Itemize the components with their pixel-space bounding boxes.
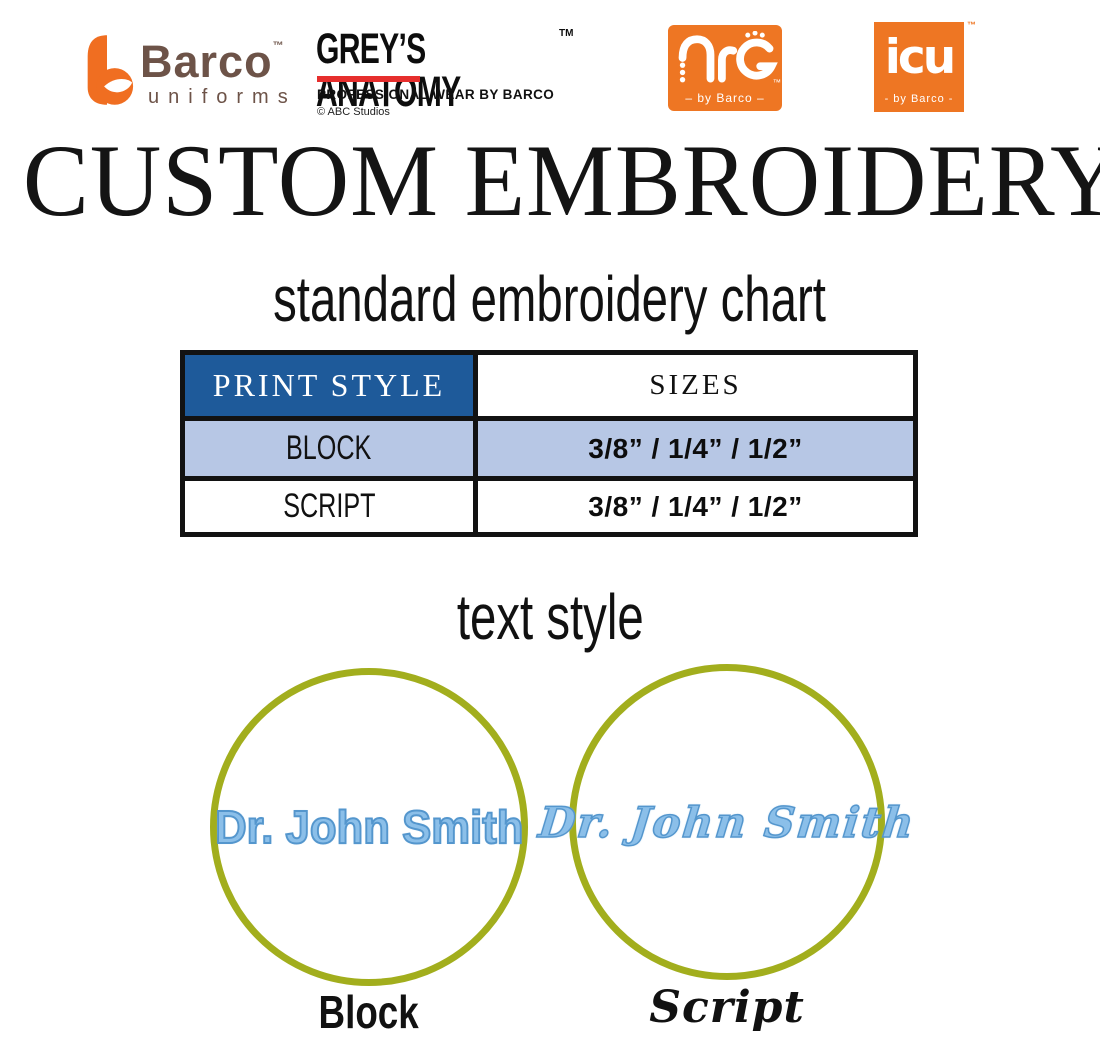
table-row-block: BLOCK 3/8” / 1/4” / 1/2” <box>180 416 918 481</box>
table-row-script: SCRIPT 3/8” / 1/4” / 1/2” <box>180 476 918 537</box>
svg-text:™: ™ <box>773 78 781 87</box>
icu-wordmark: icu <box>884 30 956 85</box>
barco-uniforms-logo: Barco™ uniforms <box>78 26 288 110</box>
barco-trademark: ™ <box>272 40 284 52</box>
table-header-row: PRINT STYLE SIZES <box>180 350 918 421</box>
abc-studios-credit: © ABC Studios <box>317 106 390 118</box>
embroidery-size-table: PRINT STYLE SIZES BLOCK 3/8” / 1/4” / 1/… <box>180 350 918 537</box>
greys-anatomy-logo: GREY’S ANATOMY TM PROFESSIONAL WEAR BY B… <box>316 28 586 120</box>
block-sizes-cell: 3/8” / 1/4” / 1/2” <box>473 416 918 481</box>
block-style-cell: BLOCK <box>180 416 478 481</box>
greys-anatomy-subtitle: PROFESSIONAL WEAR BY BARCO <box>317 87 555 102</box>
block-sample-label: Block <box>318 986 420 1038</box>
script-sample-circle: Dr. John Smith <box>536 664 918 980</box>
icu-by-barco-label: - by Barco - <box>884 93 954 105</box>
icu-by-barco-logo: icu ™ - by Barco - <box>874 20 976 112</box>
script-sample-text: Dr. John Smith <box>536 797 919 848</box>
text-style-heading: text style <box>456 581 644 653</box>
icu-trademark: ™ <box>967 20 976 30</box>
script-style-cell: SCRIPT <box>180 476 478 537</box>
greys-anatomy-trademark: TM <box>559 28 574 39</box>
barco-wordmark: Barco™ <box>140 36 284 87</box>
greys-anatomy-red-underline <box>317 76 420 82</box>
nrg-by-barco-label: – by Barco – <box>685 91 765 105</box>
block-sample-circle: Dr. John Smith <box>210 668 528 986</box>
script-sizes-cell: 3/8” / 1/4” / 1/2” <box>473 476 918 537</box>
print-style-header: PRINT STYLE <box>180 350 478 421</box>
chart-heading: standard embroidery chart <box>273 263 827 335</box>
nrg-by-barco-logo: ™ – by Barco – <box>668 25 782 111</box>
script-sample-label: Script <box>649 982 805 1033</box>
sizes-header: SIZES <box>473 350 918 421</box>
barco-uniforms-label: uniforms <box>148 86 297 108</box>
block-sample-text: Dr. John Smith <box>214 800 524 854</box>
page-title: CUSTOM EMBROIDERY <box>22 124 1100 238</box>
